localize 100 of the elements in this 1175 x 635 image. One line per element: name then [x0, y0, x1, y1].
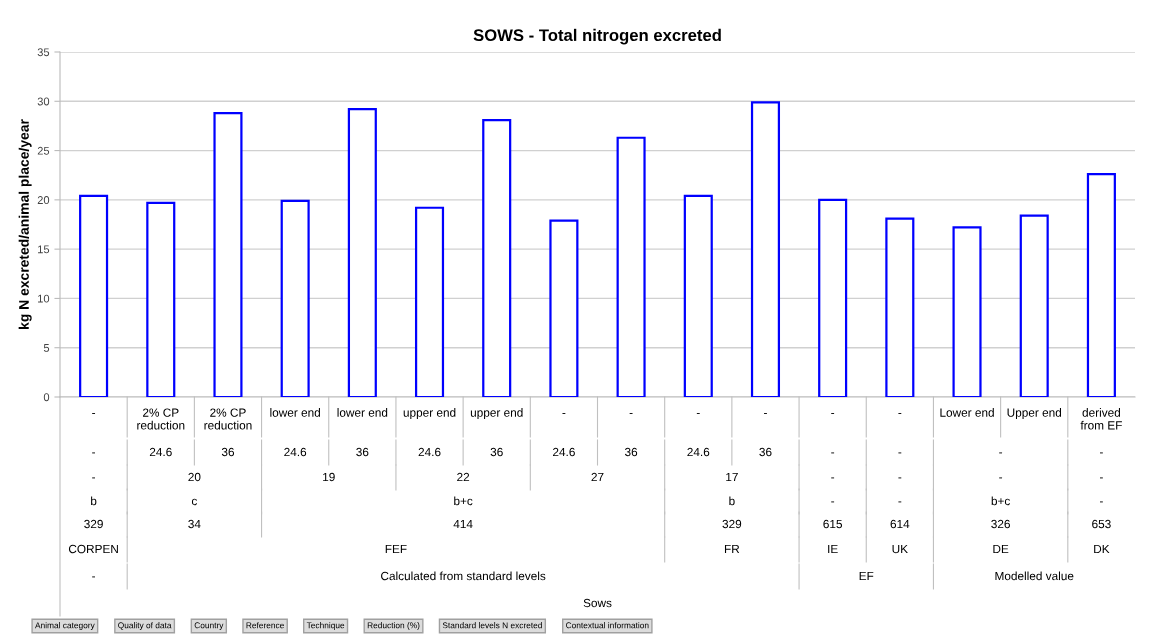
text: - — [1099, 477, 1103, 479]
x-tick-label: - — [898, 413, 902, 414]
y-tick-label: 0 — [43, 393, 50, 402]
text: 17 — [726, 472, 738, 482]
text: 24.6 — [687, 447, 710, 457]
bar — [1086, 173, 1116, 397]
text: - — [898, 477, 902, 479]
text: EF — [859, 571, 874, 581]
text: DE — [993, 544, 1009, 554]
text: 24.6 — [149, 447, 172, 457]
bar — [952, 226, 982, 397]
text: 24.6 — [284, 447, 307, 457]
text: 329 — [722, 519, 742, 529]
text: Contextual information — [566, 622, 649, 629]
text: 34 — [188, 519, 201, 529]
text: IE — [828, 544, 838, 554]
text: - — [898, 501, 902, 503]
y-tick-label: 25 — [37, 146, 50, 155]
text: 414 — [453, 519, 473, 529]
bar — [414, 206, 445, 397]
x-tick-label: lower end — [337, 408, 388, 417]
text: Calculated from standard levels — [381, 571, 546, 581]
bar — [213, 112, 243, 397]
text: DK — [1094, 544, 1110, 554]
text: 36 — [759, 447, 772, 457]
text: - — [831, 452, 835, 454]
text: - — [999, 477, 1003, 479]
text: - — [1099, 452, 1103, 454]
text: Technique — [306, 622, 345, 630]
x-tick-label: - — [562, 413, 566, 414]
text: - — [92, 477, 96, 479]
x-tick-label: derived from EF — [1080, 408, 1122, 430]
text: 27 — [591, 472, 604, 482]
text: 614 — [890, 519, 910, 529]
text: Country — [194, 622, 224, 630]
text: 20 — [188, 472, 201, 482]
bar — [885, 217, 915, 397]
x-tick-label: upper end — [403, 408, 456, 420]
text: Standard levels N excreted — [442, 622, 542, 629]
bar — [616, 136, 646, 397]
text: - — [831, 477, 835, 479]
text: Quality of data — [118, 622, 172, 630]
text: - — [999, 452, 1003, 454]
x-tick-label: - — [764, 413, 767, 414]
text: 653 — [1092, 519, 1111, 529]
x-tick-label: 2% CP reduction — [204, 408, 252, 430]
text: 326 — [991, 519, 1010, 529]
bar — [146, 201, 176, 397]
x-tick-label: lower end — [270, 408, 320, 417]
text: 36 — [221, 447, 235, 457]
y-tick-label: 10 — [38, 294, 50, 303]
x-tick-label: - — [831, 413, 835, 414]
text: b — [729, 496, 735, 506]
text: 615 — [823, 519, 843, 529]
text: 19 — [323, 472, 335, 482]
text: Reduction (%) — [367, 622, 420, 630]
y-axis-title: kg N excreted/animal place/year — [18, 119, 32, 329]
x-tick-label: upper end — [470, 408, 523, 420]
y-tick-label: 20 — [37, 196, 50, 204]
text: Modelled value — [995, 571, 1074, 581]
text: - — [1099, 501, 1103, 503]
bar — [818, 198, 848, 397]
bar — [347, 108, 377, 397]
text: b+c — [454, 496, 473, 506]
x-tick-label: - — [696, 413, 700, 414]
x-tick-label: - — [629, 413, 633, 414]
text: - — [92, 452, 96, 454]
text: UK — [892, 544, 908, 554]
text: b — [91, 496, 97, 506]
text: 24.6 — [553, 447, 575, 457]
x-tick-label: Upper end — [1007, 408, 1062, 420]
text: - — [831, 501, 835, 503]
y-tick-label: 30 — [37, 97, 50, 106]
text: FR — [724, 544, 740, 554]
bar — [79, 194, 109, 397]
text: 36 — [490, 447, 503, 457]
text: 36 — [356, 447, 369, 457]
text: 36 — [624, 447, 638, 457]
bar — [280, 199, 310, 397]
chart-title: SOWS - Total nitrogen excreted — [473, 28, 721, 45]
bar — [482, 118, 512, 397]
text: 22 — [457, 472, 470, 482]
text: - — [898, 452, 902, 454]
bar — [549, 219, 579, 397]
bar — [683, 194, 713, 397]
text: Animal category — [35, 622, 95, 630]
y-tick-label: 5 — [43, 344, 50, 352]
text: c — [191, 498, 198, 506]
y-tick-label: 15 — [38, 245, 50, 254]
text: - — [92, 576, 96, 578]
x-tick-label: 2% CP reduction — [137, 408, 185, 430]
text: 24.6 — [418, 447, 441, 457]
text: b+c — [991, 496, 1010, 506]
text: Sows — [583, 598, 612, 608]
text: 329 — [84, 519, 103, 529]
text: CORPEN — [68, 544, 118, 554]
x-tick-label: - — [92, 413, 96, 414]
x-tick-label: Lower end — [940, 408, 994, 417]
y-tick-label: 35 — [37, 48, 50, 57]
text: Reference — [246, 622, 284, 629]
